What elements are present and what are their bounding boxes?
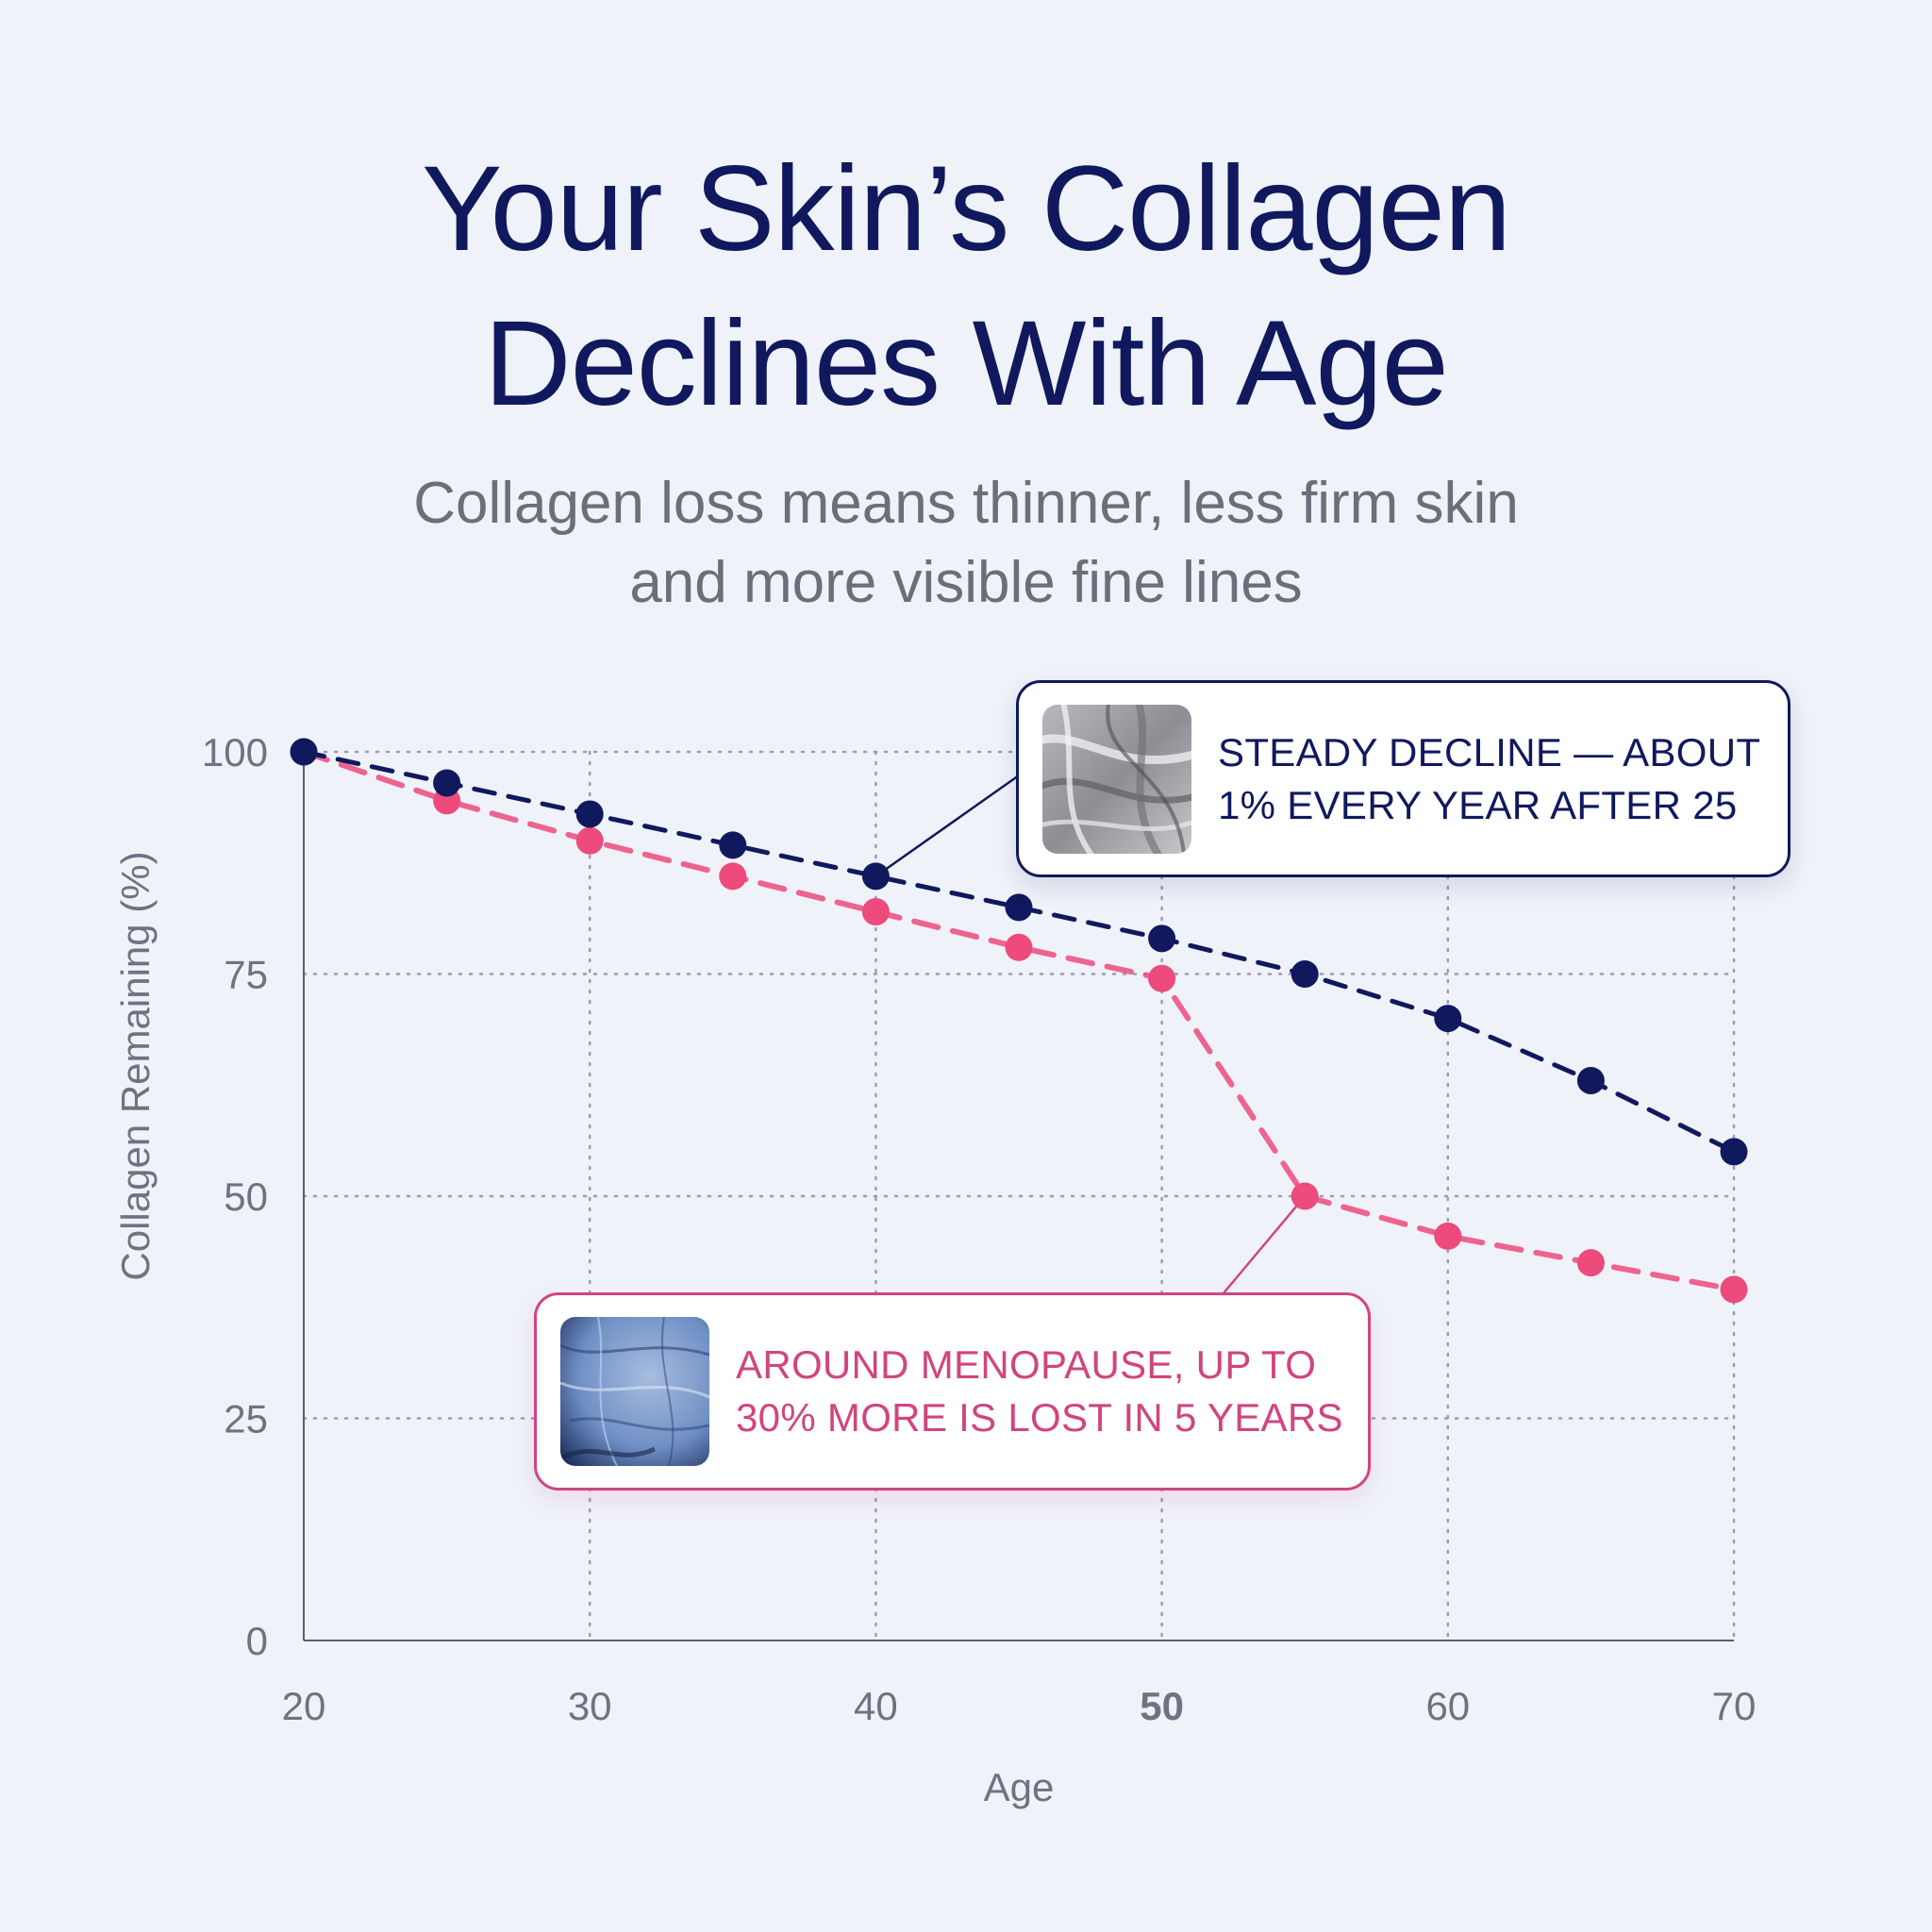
chart-subtitle: Collagen loss means thinner, less firm s… — [413, 471, 1519, 615]
callout-steady-decline: STEADY DECLINE — ABOUT 1% EVERY YEAR AFT… — [1016, 680, 1790, 877]
series-pink-point-65 — [1576, 1249, 1605, 1277]
y-axis-label: Collagen Remaining (%) — [113, 851, 158, 1280]
y-tick-label-50: 50 — [224, 1174, 268, 1219]
series-navy-point-30 — [575, 800, 604, 828]
axes — [303, 744, 1734, 1641]
callout-steady-line-2: 1% EVERY YEAR AFTER 25 — [1218, 782, 1738, 827]
series-navy-point-25 — [433, 769, 461, 797]
x-tick-label-70: 70 — [1712, 1684, 1757, 1728]
x-tick-label-60: 60 — [1425, 1684, 1470, 1728]
y-tick-label-100: 100 — [202, 730, 268, 774]
series-navy-point-65 — [1576, 1067, 1605, 1095]
data-points — [290, 738, 1748, 1304]
x-tick-label-30: 30 — [568, 1684, 612, 1728]
x-tick-label-50: 50 — [1140, 1684, 1184, 1728]
callout-menopause: AROUND MENOPAUSE, UP TO 30% MORE IS LOST… — [534, 1292, 1371, 1491]
series-navy-point-45 — [1005, 893, 1033, 922]
callout-leaders — [874, 774, 1307, 1295]
series-pink-point-40 — [861, 898, 890, 926]
series-navy-point-35 — [719, 831, 747, 859]
y-tick-label-75: 75 — [224, 953, 268, 997]
x-tick-label-40: 40 — [854, 1684, 898, 1728]
callout-menopause-leader — [1222, 1195, 1307, 1295]
callout-menopause-line-1: AROUND MENOPAUSE, UP TO — [736, 1342, 1317, 1387]
series-navy-point-60 — [1434, 1005, 1462, 1033]
y-tick-label-0: 0 — [246, 1619, 268, 1663]
series-navy-point-70 — [1720, 1138, 1748, 1166]
x-axis-label: Age — [984, 1765, 1055, 1809]
series-pink-point-60 — [1434, 1222, 1462, 1250]
collagen-fiber-thumbnail — [1042, 704, 1191, 854]
grid-lines — [302, 750, 1736, 1642]
series-pink-point-45 — [1005, 933, 1033, 961]
callout-steady-text: STEADY DECLINE — ABOUT 1% EVERY YEAR AFT… — [1218, 726, 1760, 832]
skin-texture-thumbnail — [560, 1317, 709, 1466]
callout-menopause-line-2: 30% MORE IS LOST IN 5 YEARS — [736, 1395, 1343, 1440]
callout-steady-line-1: STEADY DECLINE — ABOUT — [1218, 729, 1761, 774]
series-pink-point-30 — [575, 826, 604, 855]
series-pink-point-50 — [1148, 964, 1176, 992]
x-tick-label-20: 20 — [282, 1684, 326, 1728]
callout-menopause-text: AROUND MENOPAUSE, UP TO 30% MORE IS LOST… — [736, 1339, 1343, 1444]
series-pink-point-55 — [1291, 1182, 1319, 1210]
series-navy-point-50 — [1148, 924, 1176, 953]
series-pink-point-35 — [719, 862, 747, 891]
series-navy-point-20 — [290, 738, 318, 766]
series-pink-line — [301, 749, 1737, 1292]
tick-labels: 0 25 50 75 100 20 30 40 50 60 70 — [202, 730, 1756, 1728]
chart-title: Your Skin’s Collagen Declines With Age — [421, 142, 1511, 431]
series-navy-point-55 — [1291, 960, 1319, 988]
series-navy-point-40 — [861, 862, 890, 891]
callout-steady-leader — [874, 774, 1020, 877]
y-tick-label-25: 25 — [224, 1397, 268, 1441]
series-pink-point-70 — [1720, 1275, 1748, 1304]
